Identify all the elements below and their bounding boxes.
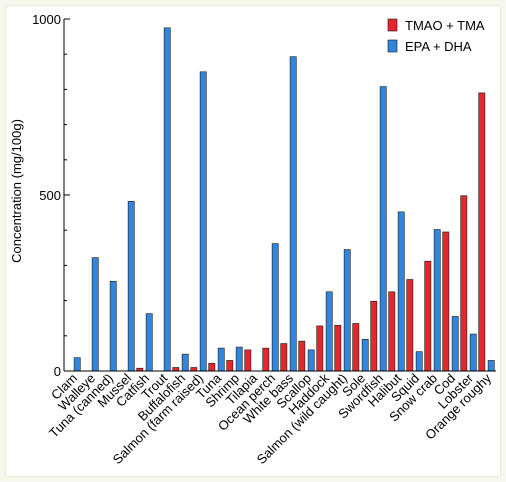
bar-epa-dha [271, 243, 279, 372]
legend-label: EPA + DHA [405, 39, 472, 54]
bar-epa-dha [127, 201, 135, 372]
bar-epa-dha [379, 86, 387, 372]
bar-tmao-tma [172, 367, 180, 372]
legend-swatch [387, 18, 398, 32]
y-axis: 0 500 1000 [32, 12, 70, 379]
y-axis-title: Concentration (mg/100g) [9, 119, 24, 263]
bar-epa-dha [397, 211, 405, 372]
bar-epa-dha [91, 257, 99, 372]
bar-tmao-tma [298, 340, 306, 372]
y-tick-label: 500 [39, 188, 61, 203]
bar-epa-dha [73, 357, 81, 372]
bar-tmao-tma [424, 260, 432, 372]
bar-tmao-tma [442, 231, 450, 372]
bar-tmao-tma [208, 362, 216, 372]
bar-epa-dha [217, 347, 225, 372]
bar-tmao-tma [370, 301, 378, 372]
bar-tmao-tma [388, 291, 396, 372]
bar-epa-dha [415, 351, 423, 372]
legend-label: TMAO + TMA [405, 18, 485, 33]
bar-epa-dha [199, 71, 207, 372]
bar-epa-dha [361, 339, 369, 372]
bar-tmao-tma [478, 92, 486, 372]
y-tick-label: 0 [54, 364, 61, 379]
bar-epa-dha [109, 280, 117, 372]
bar-tmao-tma [352, 323, 360, 372]
legend-swatch [387, 39, 398, 53]
bar-epa-dha [469, 333, 477, 372]
bar-epa-dha [145, 313, 153, 372]
bar-epa-dha [487, 360, 495, 372]
bars [73, 27, 495, 372]
bar-epa-dha [433, 229, 441, 372]
bar-epa-dha [235, 346, 243, 372]
bar-tmao-tma [280, 343, 288, 372]
bar-epa-dha [181, 353, 189, 372]
bar-tmao-tma [262, 347, 270, 372]
bar-epa-dha [325, 291, 333, 372]
bar-epa-dha [289, 56, 297, 372]
chart-frame: 0 500 1000 Clam Walleye Tuna (canned) Mussel C… [5, 5, 501, 477]
bar-tmao-tma [460, 195, 468, 372]
bar-epa-dha [451, 316, 459, 372]
bar-epa-dha [307, 349, 315, 372]
bar-tmao-tma [226, 360, 234, 372]
bar-epa-dha [163, 27, 171, 372]
bar-tmao-tma [244, 349, 252, 372]
legend: TMAO + TMA EPA + DHA [387, 18, 485, 54]
bar-epa-dha [343, 249, 351, 372]
bar-tmao-tma [334, 324, 342, 372]
bar-tmao-tma [190, 367, 198, 372]
bar-tmao-tma [316, 325, 324, 372]
y-tick-label: 1000 [32, 12, 61, 27]
bar-tmao-tma [406, 279, 414, 372]
